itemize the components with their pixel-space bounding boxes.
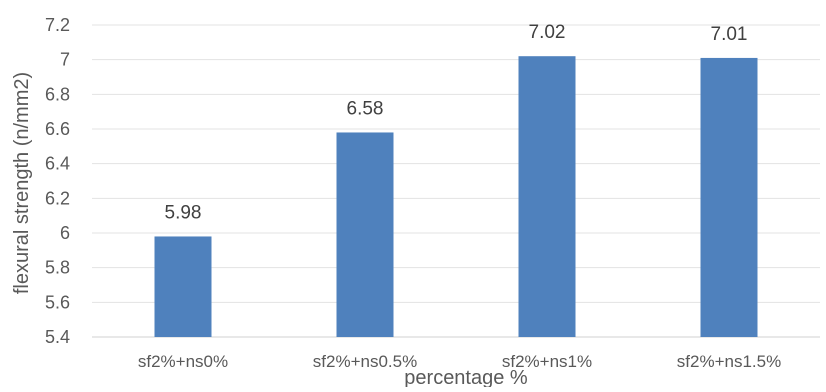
data-label: 6.58 [347,98,384,119]
y-tick-label: 6.2 [45,188,70,208]
y-tick-label: 7 [60,50,70,70]
y-axis-tick-labels: 5.4 5.6 5.8 6 6.2 6.4 6.6 6.8 7 7.2 [45,15,70,347]
y-tick-label: 6.4 [45,154,70,174]
bar [518,56,576,337]
x-axis-category-labels: sf2%+ns0% sf2%+ns0.5% sf2%+ns1% sf2%+ns1.5% [138,352,781,371]
x-category-label: sf2%+ns1% [502,352,592,371]
bar [336,132,394,337]
data-label: 7.02 [529,22,566,43]
y-tick-label: 5.4 [45,327,70,347]
data-label: 5.98 [165,202,202,223]
x-category-label: sf2%+ns0.5% [313,352,417,371]
y-tick-label: 5.6 [45,292,70,312]
data-labels: 5.98 6.58 7.02 7.01 [165,22,748,223]
y-tick-label: 6.6 [45,119,70,139]
y-axis-title: flexural strength (n/mm2) [11,72,33,294]
y-tick-label: 7.2 [45,15,70,35]
y-tick-label: 6 [60,223,70,243]
y-tick-label: 5.8 [45,258,70,278]
bars [154,56,758,337]
bar [700,57,758,337]
gridlines [92,24,820,338]
x-category-label: sf2%+ns1.5% [677,352,781,371]
x-axis-title: percentage % [404,367,528,387]
x-category-label: sf2%+ns0% [138,352,228,371]
y-tick-label: 6.8 [45,84,70,104]
bar [154,236,212,337]
data-label: 7.01 [711,24,748,45]
